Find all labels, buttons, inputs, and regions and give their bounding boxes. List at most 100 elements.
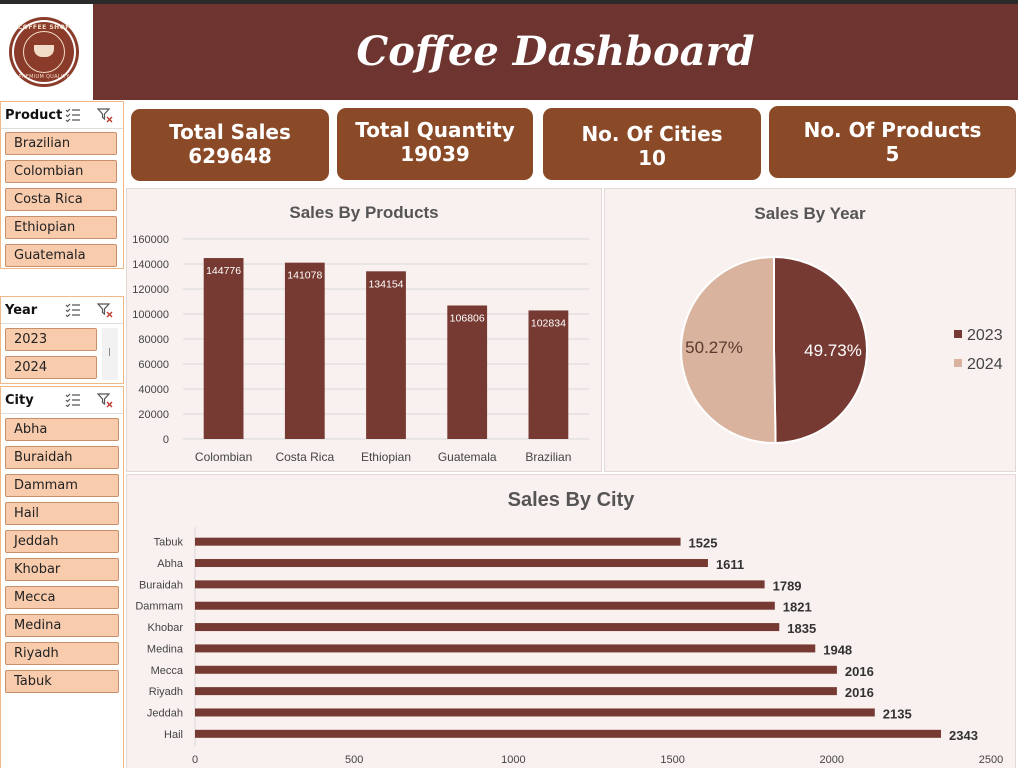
sales-by-year-chart: 49.73% 50.27% 2023 2024: [680, 255, 1003, 445]
bar: [195, 665, 837, 674]
slicer-item-2023[interactable]: 2023: [5, 328, 97, 351]
kpi-products-label: No. Of Products: [803, 118, 982, 142]
y-tick-label: 0: [163, 434, 169, 446]
kpi-total-sales-value: 629648: [188, 144, 272, 168]
data-label: 134154: [368, 278, 403, 290]
product-slicer: Product Brazilian Colombian Costa Rica E…: [0, 101, 124, 269]
clear-filter-icon[interactable]: [97, 392, 113, 408]
y-tick-label: Mecca: [151, 665, 184, 677]
slicer-item-khobar[interactable]: Khobar: [5, 558, 119, 581]
y-tick-label: Tabuk: [154, 537, 184, 549]
clear-filter-icon[interactable]: [97, 107, 113, 123]
product-slicer-title: Product: [5, 108, 63, 123]
kpi-cities-label: No. Of Cities: [581, 122, 723, 146]
coffee-cup-icon: [34, 45, 54, 57]
pie-slice: [773, 255, 868, 445]
slicer-item-dammam[interactable]: Dammam: [5, 474, 119, 497]
data-label: 2343: [949, 728, 978, 743]
x-tick-label: Ethiopian: [361, 450, 411, 464]
year-slicer-scrollbar[interactable]: [102, 328, 118, 380]
multi-select-icon[interactable]: [65, 393, 81, 407]
bar: [195, 580, 765, 589]
legend-label: 2024: [967, 356, 1003, 373]
data-label: 1948: [823, 642, 852, 657]
dashboard-title: Coffee Dashboard: [356, 28, 755, 75]
data-label: 2016: [845, 685, 874, 700]
year-slicer-title: Year: [5, 303, 38, 318]
kpi-total-quantity-label: Total Quantity: [355, 118, 515, 142]
x-tick-label: 500: [345, 754, 363, 766]
slicer-item-guatemala[interactable]: Guatemala: [5, 244, 117, 267]
clear-filter-icon[interactable]: [97, 302, 113, 318]
slicer-item-jeddah[interactable]: Jeddah: [5, 530, 119, 553]
y-tick-label: 160000: [132, 234, 169, 246]
y-tick-label: Medina: [147, 643, 184, 655]
chart-title: Sales By Products: [289, 203, 439, 222]
slicer-item-riyadh[interactable]: Riyadh: [5, 642, 119, 665]
logo-container: COFFEE SHOP PREMIUM QUALITY: [0, 4, 93, 100]
y-tick-label: 40000: [138, 384, 169, 396]
multi-select-icon[interactable]: [65, 303, 81, 317]
bar: [195, 644, 816, 653]
y-tick-label: 80000: [138, 334, 169, 346]
data-label: 2135: [883, 706, 912, 721]
bar: [447, 305, 488, 439]
slicer-item-mecca[interactable]: Mecca: [5, 586, 119, 609]
chart-title: Sales By Year: [754, 204, 866, 223]
slicer-item-ethiopian[interactable]: Ethiopian: [5, 216, 117, 239]
pie-data-label: 50.27%: [685, 338, 743, 357]
data-label: 1789: [773, 578, 802, 593]
x-tick-label: 1500: [660, 754, 684, 766]
data-label: 106806: [450, 312, 485, 324]
y-tick-label: 100000: [132, 309, 169, 321]
pie-data-label: 49.73%: [804, 341, 862, 360]
slicer-item-tabuk[interactable]: Tabuk: [5, 670, 119, 693]
sales-by-year-panel: Sales By Year 49.73% 50.27% 2023 2024: [604, 188, 1016, 472]
data-label: 2016: [845, 664, 874, 679]
slicer-item-medina[interactable]: Medina: [5, 614, 119, 637]
logo-bottom-text: PREMIUM QUALITY: [18, 74, 70, 80]
kpi-total-quantity: Total Quantity 19039: [337, 108, 533, 180]
data-label: 141078: [287, 270, 322, 282]
y-tick-label: Khobar: [148, 622, 184, 634]
bar: [528, 310, 569, 439]
pie-slice: [680, 255, 777, 444]
y-tick-label: Dammam: [135, 601, 183, 613]
x-tick-label: Guatemala: [438, 450, 497, 464]
bar: [195, 729, 942, 738]
chart-title: Sales By City: [507, 489, 635, 511]
y-tick-label: 60000: [138, 359, 169, 371]
slicer-item-brazilian[interactable]: Brazilian: [5, 132, 117, 155]
multi-select-icon[interactable]: [65, 108, 81, 122]
slicer-item-hail[interactable]: Hail: [5, 502, 119, 525]
slicer-item-buraidah[interactable]: Buraidah: [5, 446, 119, 469]
slicer-item-abha[interactable]: Abha: [5, 418, 119, 441]
x-tick-label: 2000: [820, 754, 844, 766]
kpi-total-sales: Total Sales 629648: [131, 109, 329, 181]
bar: [195, 559, 708, 568]
kpi-cities: No. Of Cities 10: [543, 108, 761, 180]
bar: [203, 258, 244, 439]
slicer-item-costa-rica[interactable]: Costa Rica: [5, 188, 117, 211]
kpi-products: No. Of Products 5: [769, 106, 1016, 178]
slicer-item-colombian[interactable]: Colombian: [5, 160, 117, 183]
data-label: 1821: [783, 600, 812, 615]
bar: [195, 601, 775, 610]
sales-by-city-panel: Sales By City Tabuk 1525 Abha 1611 Buraidah 1…: [126, 474, 1016, 768]
city-slicer-header: City: [1, 387, 123, 414]
legend-label: 2023: [967, 327, 1003, 344]
kpi-total-quantity-value: 19039: [400, 142, 470, 166]
sales-by-products-chart: 0 20000 40000 60000 80000 100000 120000 140000 1…: [132, 234, 589, 464]
coffee-shop-logo: COFFEE SHOP PREMIUM QUALITY: [12, 20, 76, 84]
year-slicer: Year 2023 2024: [0, 296, 124, 384]
legend-swatch: [954, 359, 962, 367]
bar: [284, 262, 325, 439]
bar: [195, 687, 837, 696]
scrollbar-thumb[interactable]: [109, 348, 110, 356]
data-label: 144776: [206, 265, 241, 277]
slicer-item-2024[interactable]: 2024: [5, 356, 97, 379]
bar: [366, 271, 406, 439]
city-slicer: City Abha Buraidah Dammam Hail Jeddah Kh…: [0, 386, 124, 768]
city-slicer-title: City: [5, 393, 34, 408]
sales-by-products-panel: Sales By Products 0 20000 40000 60000 80000 1…: [126, 188, 602, 472]
